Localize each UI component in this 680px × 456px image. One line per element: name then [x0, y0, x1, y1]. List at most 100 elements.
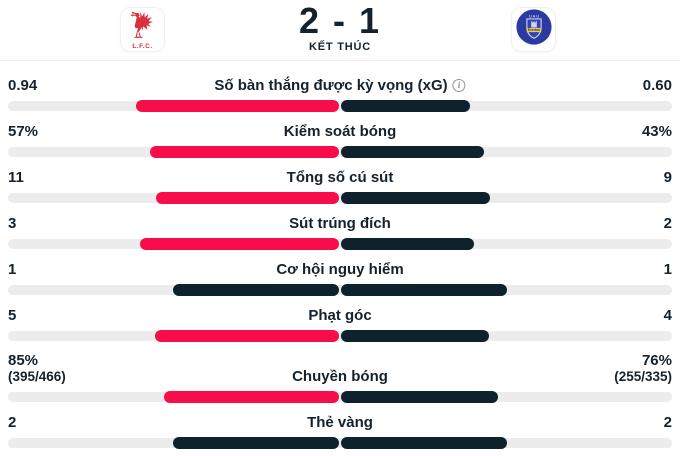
- home-team-abbr: L.F.C.: [132, 43, 153, 50]
- away-bar-fill: [341, 330, 489, 342]
- crest-top-text: U A U: [528, 15, 538, 19]
- stat-row: 3 Sút trúng đích 2: [8, 204, 672, 250]
- stat-bar: [8, 284, 672, 296]
- stat-label-wrap: Số bàn thắng được kỳ vọng (xG) i: [214, 77, 466, 94]
- stat-label-wrap: Kiểm soát bóng: [284, 123, 397, 140]
- home-bar-fill: [156, 192, 339, 204]
- bar-track: [8, 392, 672, 402]
- liverpool-crest-icon: [128, 9, 158, 44]
- bar-track: [8, 147, 672, 157]
- home-bar-fill: [163, 391, 339, 403]
- bar-track: [8, 331, 672, 341]
- stat-label: Tổng số cú sút: [286, 169, 394, 186]
- stat-text-line: 11 Tổng số cú sút 9: [8, 168, 672, 186]
- home-value: 57%: [8, 123, 38, 140]
- stat-text-line: 0.94 Số bàn thắng được kỳ vọng (xG) i 0.…: [8, 76, 672, 94]
- away-value-main: 2: [663, 414, 672, 431]
- away-value: 2: [664, 414, 672, 431]
- home-value-main: 85%: [8, 352, 39, 369]
- stat-label: Thẻ vàng: [307, 414, 373, 431]
- home-value-main: 3: [8, 215, 17, 232]
- home-value: 0.94: [8, 77, 37, 94]
- stat-label-wrap: Chuyền bóng: [292, 368, 388, 385]
- home-bar-fill: [136, 100, 339, 112]
- away-value: 9: [664, 169, 672, 186]
- home-bar-fill: [139, 238, 339, 250]
- home-value: 85% (395/466): [8, 352, 66, 385]
- away-value: 2: [664, 215, 672, 232]
- stat-label: Số bàn thắng được kỳ vọng (xG): [214, 77, 448, 94]
- bar-track: [8, 101, 672, 111]
- stat-row: 5 Phạt góc 4: [8, 296, 672, 342]
- stat-bar: [8, 437, 672, 449]
- stat-row: 1 Cơ hội nguy hiểm 1: [8, 250, 672, 296]
- away-bar-fill: [341, 100, 471, 112]
- away-value: 1: [664, 261, 672, 278]
- stat-bar: [8, 100, 672, 112]
- away-bar-fill: [341, 238, 474, 250]
- stat-row: 85% (395/466) Chuyền bóng 76% (255/335): [8, 342, 672, 403]
- home-bar-fill: [154, 330, 339, 342]
- stat-label: Chuyền bóng: [292, 368, 388, 385]
- away-value-main: 1: [663, 261, 672, 278]
- away-value-main: 76%: [641, 352, 672, 369]
- away-value: 76% (255/335): [614, 352, 672, 385]
- home-value: 2: [8, 414, 16, 431]
- stat-bar: [8, 330, 672, 342]
- stat-row: 0.94 Số bàn thắng được kỳ vọng (xG) i 0.…: [8, 61, 672, 112]
- bar-track: [8, 239, 672, 249]
- stat-text-line: 1 Cơ hội nguy hiểm 1: [8, 260, 672, 278]
- crest-banner-text: Everton: [528, 28, 540, 32]
- away-value: 43%: [642, 123, 672, 140]
- stat-label-wrap: Phạt góc: [308, 307, 371, 324]
- away-value-main: 0.60: [642, 77, 672, 94]
- home-value: 3: [8, 215, 16, 232]
- away-bar-fill: [341, 437, 507, 449]
- away-value-main: 4: [663, 307, 672, 324]
- stat-bar: [8, 391, 672, 403]
- stat-label-wrap: Thẻ vàng: [307, 414, 373, 431]
- away-bar-fill: [341, 192, 491, 204]
- match-header: L.F.C. 2 - 1 KẾT THÚC U A U Everton: [0, 0, 680, 61]
- stat-row: 2 Thẻ vàng 2: [8, 403, 672, 449]
- stat-label-wrap: Sút trúng đích: [289, 215, 391, 232]
- home-bar-fill: [173, 284, 339, 296]
- away-team-logo[interactable]: U A U Everton: [511, 7, 556, 52]
- home-value-sub: (395/466): [8, 369, 66, 384]
- stat-text-line: 85% (395/466) Chuyền bóng 76% (255/335): [8, 352, 672, 385]
- stat-bar: [8, 146, 672, 158]
- stat-label-wrap: Cơ hội nguy hiểm: [276, 261, 403, 278]
- stat-label: Cơ hội nguy hiểm: [276, 261, 404, 278]
- bar-track: [8, 438, 672, 448]
- stat-text-line: 5 Phạt góc 4: [8, 306, 672, 324]
- home-value-main: 0.94: [8, 77, 38, 94]
- stat-bar: [8, 238, 672, 250]
- stat-text-line: 3 Sút trúng đích 2: [8, 214, 672, 232]
- score: 2 - 1: [298, 0, 382, 41]
- stat-label: Phạt góc: [308, 307, 372, 324]
- home-value-main: 2: [8, 414, 17, 431]
- home-value-main: 57%: [8, 123, 39, 140]
- score-block: 2 - 1 KẾT THÚC: [0, 0, 680, 54]
- home-value: 5: [8, 307, 16, 324]
- home-value-main: 1: [8, 261, 17, 278]
- stat-row: 57% Kiểm soát bóng 43%: [8, 112, 672, 158]
- bar-track: [8, 193, 672, 203]
- home-value: 1: [8, 261, 16, 278]
- home-value: 11: [8, 169, 24, 186]
- stats-list: 0.94 Số bàn thắng được kỳ vọng (xG) i 0.…: [0, 61, 680, 449]
- home-value-main: 5: [8, 307, 17, 324]
- away-value-main: 2: [663, 215, 672, 232]
- match-status: KẾT THÚC: [308, 41, 371, 53]
- stat-label: Sút trúng đích: [289, 215, 391, 232]
- stat-label: Kiểm soát bóng: [283, 123, 397, 140]
- away-value: 4: [664, 307, 672, 324]
- home-bar-fill: [149, 146, 339, 158]
- away-bar-fill: [341, 146, 484, 158]
- away-value-main: 43%: [641, 123, 672, 140]
- stat-bar: [8, 192, 672, 204]
- home-team-logo[interactable]: L.F.C.: [120, 7, 165, 52]
- info-icon[interactable]: i: [452, 79, 466, 92]
- away-value: 0.60: [643, 77, 672, 94]
